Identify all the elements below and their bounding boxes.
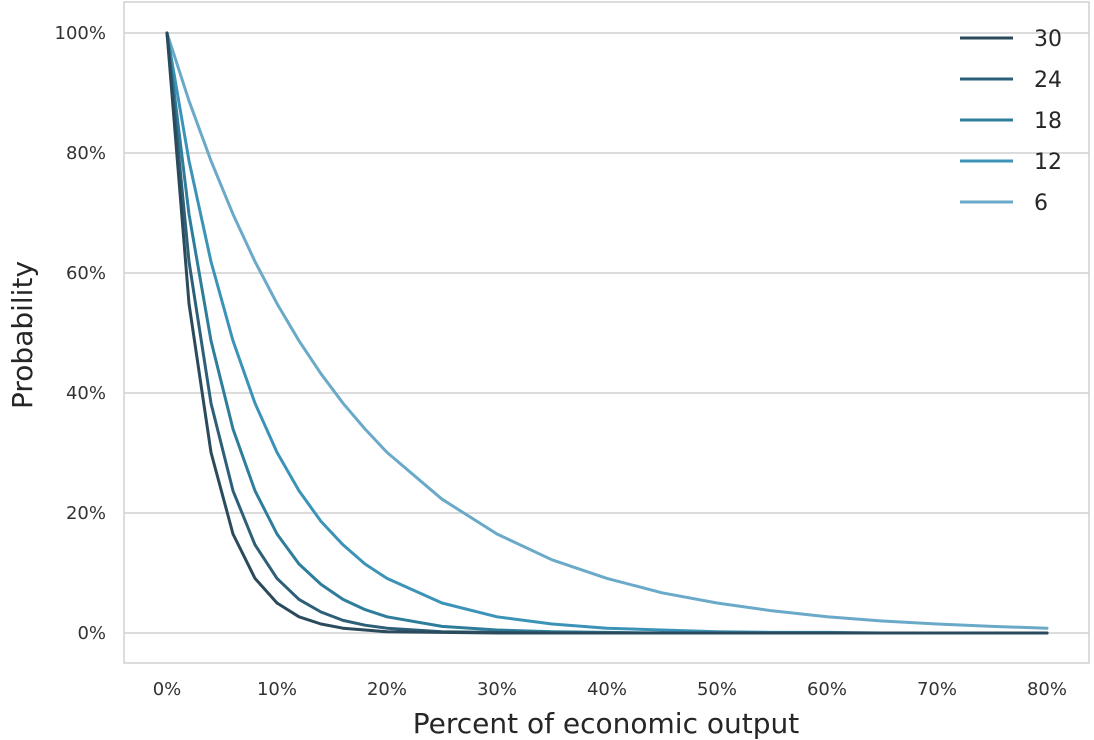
legend-label-18: 18 (1034, 109, 1062, 134)
legend: 30 24 18 12 6 (960, 27, 1062, 216)
series-lines (165, 31, 1049, 635)
x-tick-label: 40% (587, 679, 627, 700)
x-tick-label: 30% (477, 679, 517, 700)
x-axis-label: Percent of economic output (413, 707, 799, 740)
x-tick-label: 50% (697, 679, 737, 700)
x-tick-label: 20% (367, 679, 407, 700)
x-tick-label: 60% (807, 679, 847, 700)
x-tick-label: 80% (1027, 679, 1067, 700)
y-axis-label: Probability (6, 261, 39, 409)
y-tick-label: 60% (66, 263, 106, 284)
x-tick-label: 70% (917, 679, 957, 700)
y-axis-ticks: 0% 20% 40% 60% 80% 100% (55, 23, 106, 644)
x-tick-label: 0% (153, 679, 182, 700)
plot-frame (123, 1, 1090, 664)
legend-label-24: 24 (1034, 68, 1062, 93)
series-line-30 (165, 31, 1049, 635)
y-tick-label: 100% (55, 23, 106, 44)
series-line-6 (165, 31, 1049, 630)
y-tick-label: 80% (66, 143, 106, 164)
legend-label-12: 12 (1034, 150, 1062, 175)
x-tick-label: 10% (257, 679, 297, 700)
y-tick-label: 0% (77, 623, 106, 644)
y-tick-label: 40% (66, 383, 106, 404)
legend-label-6: 6 (1034, 191, 1048, 216)
y-tick-label: 20% (66, 503, 106, 524)
x-axis-ticks: 0% 10% 20% 30% 40% 50% 60% 70% 80% (153, 679, 1067, 700)
legend-label-30: 30 (1034, 27, 1062, 52)
